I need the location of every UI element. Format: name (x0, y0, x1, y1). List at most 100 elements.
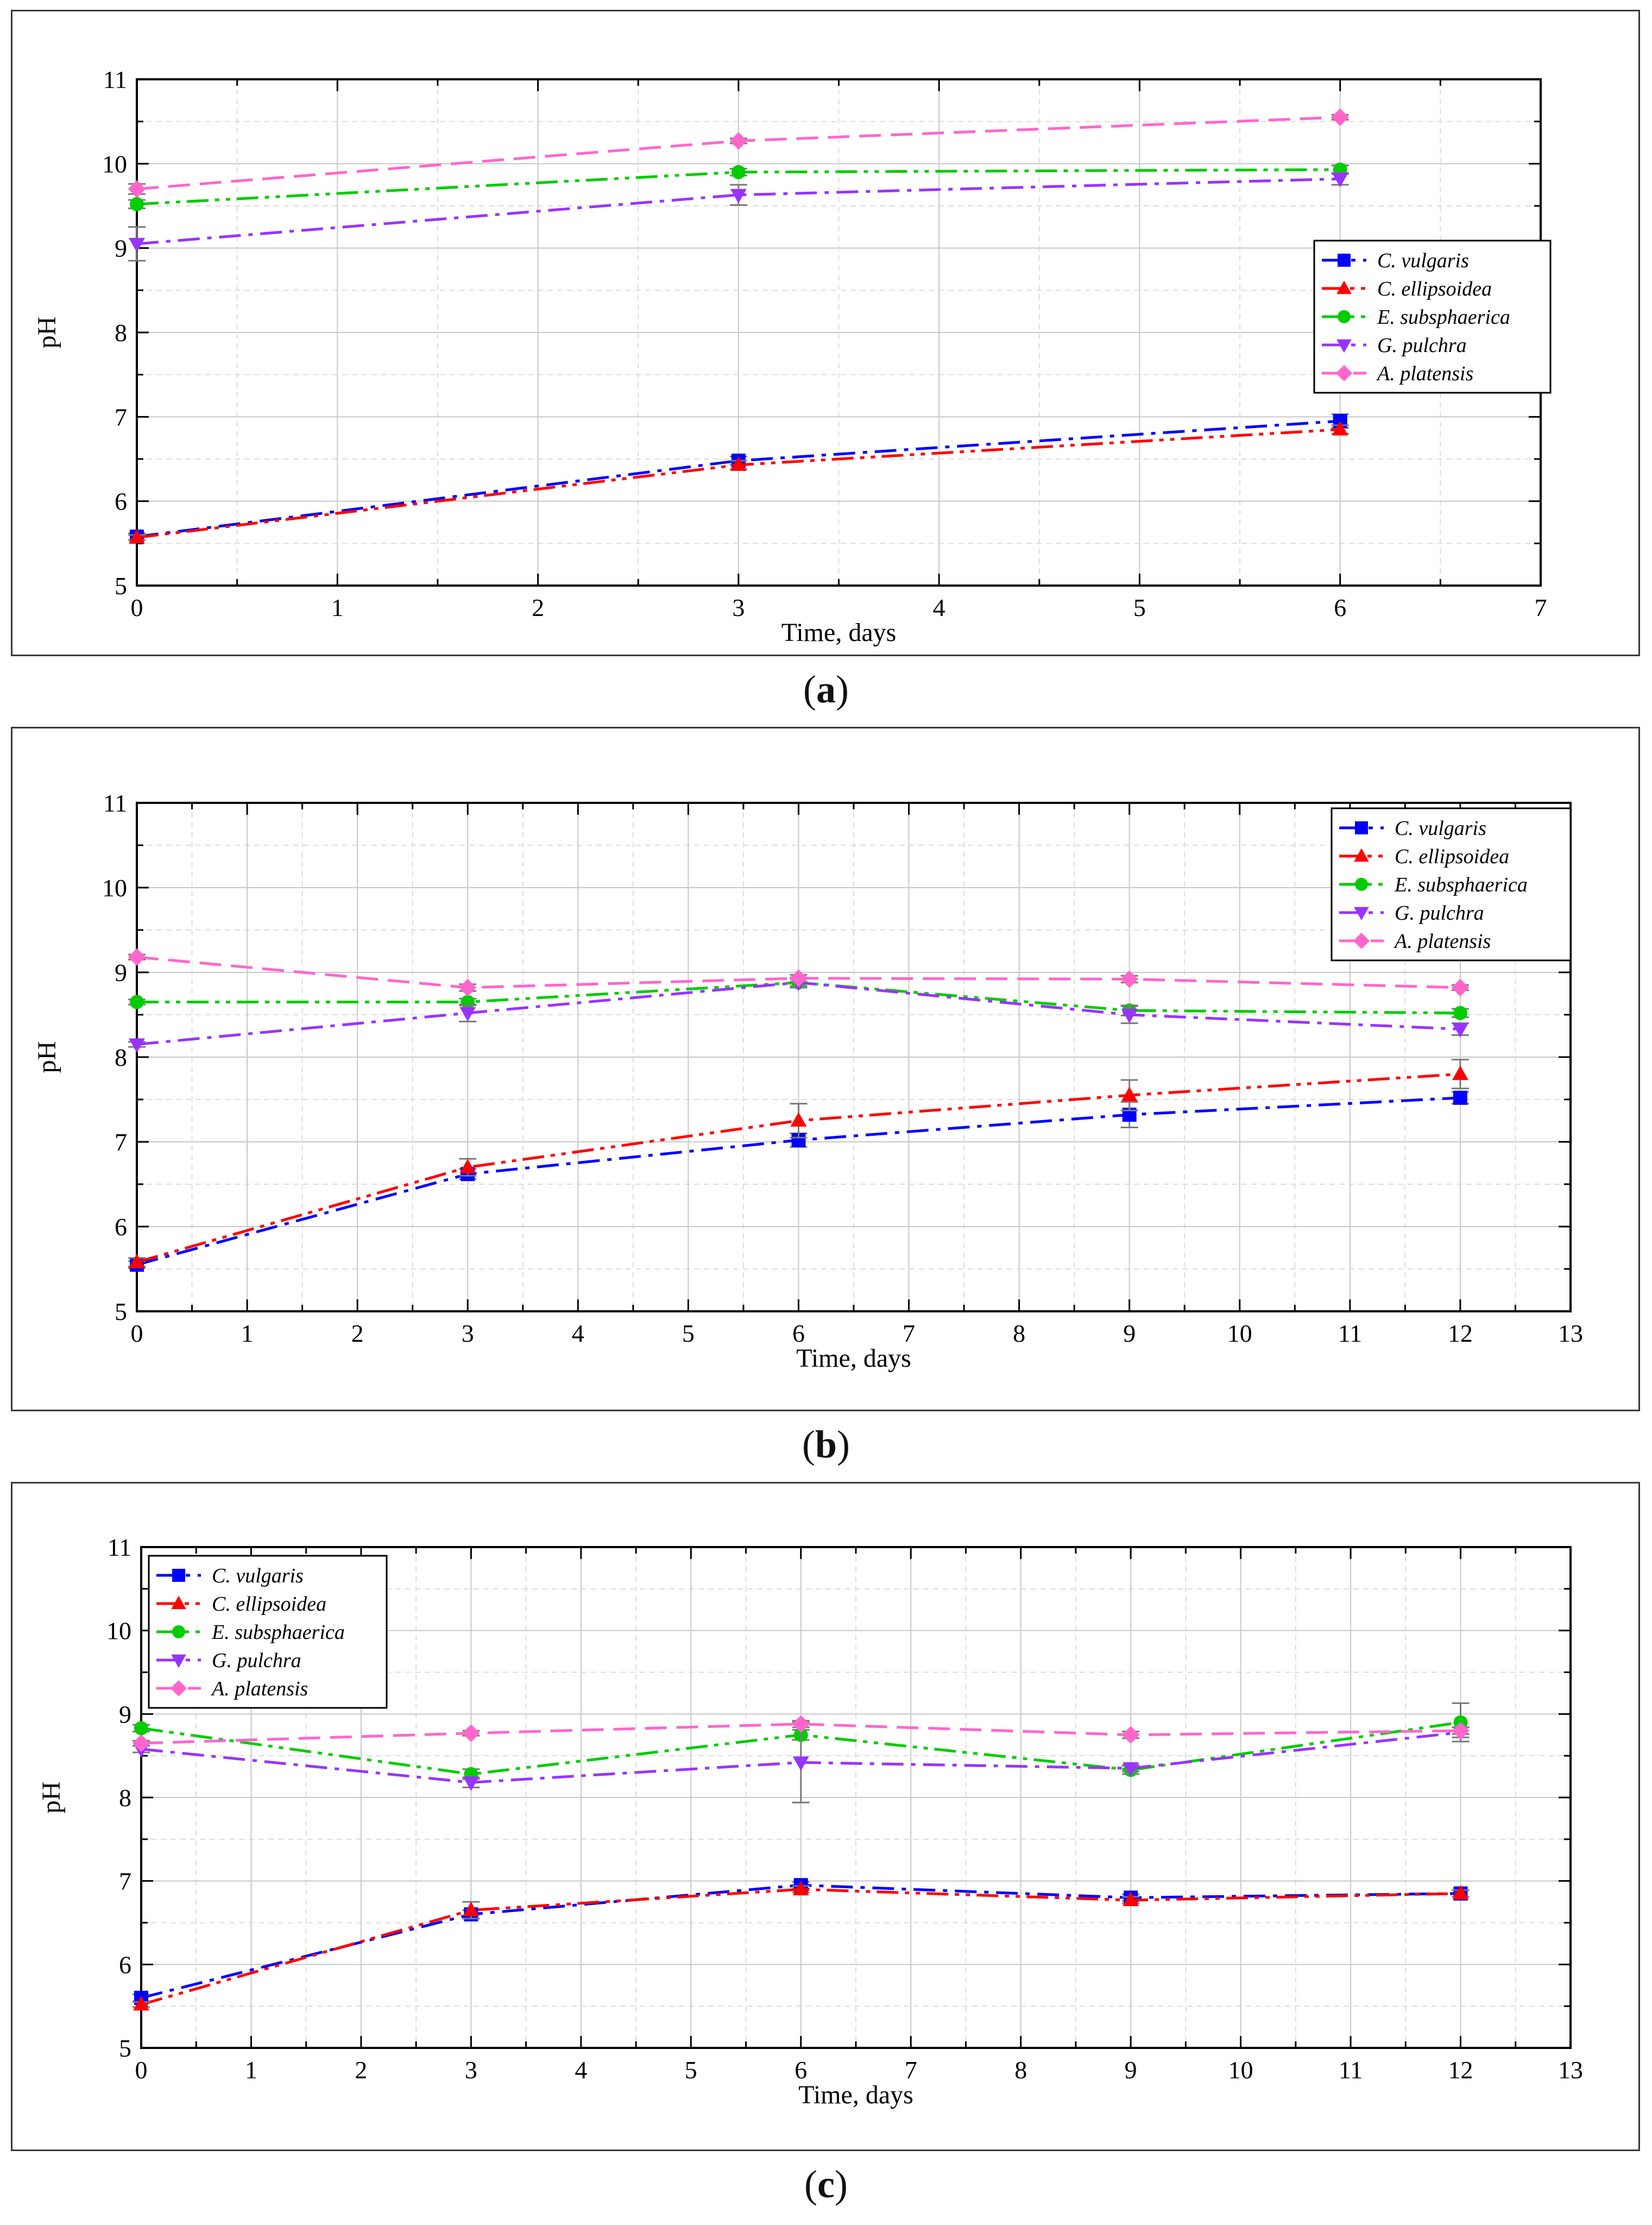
panel-b-legend-label: G. pulchra (1395, 902, 1484, 925)
panel-b-x-tick-label: 13 (1558, 1319, 1583, 1347)
panel-a-x-axis-label: Time, days (781, 618, 897, 647)
panel-b-y-tick-label: 5 (115, 1298, 127, 1325)
panel-b-data-point (1451, 978, 1470, 997)
panel-b-y-tick-label: 9 (115, 959, 127, 986)
panel-c-data-point (792, 1756, 809, 1771)
panel-c-data-point (1121, 1726, 1140, 1744)
panel-c-y-axis-label: pH (37, 1782, 66, 1814)
panel-a-series-3 (128, 172, 1349, 262)
panel-b-data-point (1452, 1065, 1468, 1080)
panel-c-legend-label: G. pulchra (212, 1649, 301, 1672)
panel-a-legend-label: C. vulgaris (1377, 249, 1469, 272)
panel-c-legend-marker (172, 1625, 185, 1638)
panel-b-data-point (1121, 1008, 1138, 1023)
panel-b-legend-marker (1354, 907, 1369, 921)
panel-a-data-point (129, 529, 145, 544)
panel-b-x-tick-label: 3 (462, 1319, 474, 1347)
panel-b-data-point (461, 995, 475, 1009)
panel-a-y-tick-label: 5 (115, 572, 127, 600)
panel-c-x-tick-label: 0 (135, 2056, 148, 2084)
panel-c-data-point (1452, 1721, 1470, 1740)
panel-b-data-point (1453, 1005, 1467, 1020)
panel-a-chart: 0 1 2 3 4 5 6 7 5 6 7 8 9 10 11 Time, days pH C. vulgaris… (33, 66, 1552, 647)
panel-c-x-tick-label: 5 (685, 2056, 697, 2084)
panel-b-x-tick-label: 7 (903, 1319, 915, 1347)
panel-c-x-tick-label: 10 (1228, 2056, 1253, 2084)
panel-b-x-tick-label: 5 (682, 1319, 695, 1347)
panel-b-caption: (b) (802, 1423, 850, 1466)
panel-a-y-tick-label: 8 (115, 319, 127, 347)
panel-b-data-point (129, 1253, 145, 1268)
panel-c-data-point (462, 1724, 480, 1742)
panel-b-x-tick-label: 9 (1123, 1319, 1136, 1347)
panel-a-y-tick-label: 6 (115, 488, 127, 516)
panel-a-legend-label: G. pulchra (1377, 334, 1467, 357)
panel-a-data-point (730, 188, 747, 204)
panel-c-legend-marker (171, 1654, 186, 1668)
panel-a-x-tick-label: 1 (331, 594, 344, 621)
panel-a-ticks: 0 1 2 3 4 5 6 7 5 6 7 8 9 10 11 (102, 66, 1547, 621)
panel-a-x-tick-label: 6 (1334, 594, 1346, 621)
panel-b-y-tick-label: 10 (102, 874, 127, 902)
panel-b-x-tick-label: 10 (1227, 1319, 1252, 1347)
panel-a-x-tick-label: 5 (1133, 594, 1146, 621)
panel-c-legend-label: E. subsphaerica (211, 1621, 345, 1644)
panel-a-x-tick-label: 0 (131, 594, 143, 621)
panel-c-x-tick-label: 1 (245, 2056, 257, 2084)
panel-c-legend-marker (171, 1595, 186, 1610)
panel-b-data-point (1121, 1086, 1138, 1102)
panel-b-x-tick-label: 4 (572, 1319, 584, 1347)
panel-c-x-axis-label: Time, days (798, 2081, 913, 2109)
panel-b-x-tick-label: 2 (351, 1319, 364, 1347)
panel-b-y-tick-label: 11 (103, 789, 127, 817)
panel-b-x-axis-label: Time, days (796, 1344, 911, 1373)
panel-a-x-tick-label: 3 (732, 594, 745, 621)
panel-b-x-tick-label: 6 (792, 1319, 805, 1347)
panel-b-data-point (1120, 970, 1138, 988)
panel-a-data-point (730, 456, 747, 471)
panel-a-series-line (136, 419, 1340, 538)
panel-a-y-tick-label: 9 (115, 235, 127, 262)
panel-b-legend-marker (1355, 821, 1368, 834)
panel-a-x-tick-label: 2 (532, 594, 544, 621)
panel-b-x-tick-label: 8 (1013, 1319, 1025, 1347)
panel-b-y-tick-label: 6 (115, 1213, 127, 1241)
panel-c-data-point (1123, 1891, 1139, 1907)
panel-a-legend-marker (1338, 310, 1351, 323)
panel-c-x-tick-label: 13 (1558, 2056, 1583, 2084)
panel-a-legend-marker (1336, 365, 1352, 381)
panel-b-legend-label: C. vulgaris (1395, 817, 1486, 840)
panel-a-legend-marker (1338, 254, 1351, 267)
panel-a-caption: (a) (803, 668, 849, 711)
panel-b-data-point (459, 1159, 476, 1173)
panel-c-series-4 (132, 1715, 1470, 1752)
panel-b-y-axis-label: pH (33, 1041, 61, 1073)
panel-c-y-tick-label: 9 (119, 1700, 131, 1728)
panel-b-data-point (1453, 1090, 1467, 1105)
panel-c-data-point (792, 1881, 809, 1896)
panel-c-y-tick-label: 5 (119, 2034, 131, 2062)
panel-c-data-point (1123, 1762, 1139, 1777)
panel-c-data-point (463, 1776, 480, 1791)
panel-b-series-4 (128, 948, 1470, 997)
panel-b-data-point (130, 995, 144, 1009)
panel-b-x-tick-label: 0 (131, 1319, 143, 1347)
panel-b-legend-label: A. platensis (1393, 930, 1491, 953)
panel-b-legend-label: C. ellipsoidea (1395, 845, 1509, 868)
panel-a-x-tick-label: 4 (933, 594, 945, 621)
panel-b-x-tick-label: 11 (1338, 1319, 1362, 1347)
panel-b-data-point (129, 1038, 145, 1053)
panel-b-data-point (1452, 1023, 1468, 1038)
panel-c-data-point (1452, 1885, 1469, 1900)
panel-c-x-tick-label: 2 (355, 2056, 367, 2084)
panel-c-y-tick-label: 10 (106, 1617, 131, 1645)
panel-c-x-tick-label: 8 (1014, 2056, 1027, 2084)
panel-b-data-point (459, 1007, 476, 1022)
panel-a-legend-marker (1336, 280, 1352, 294)
panel-c-y-tick-label: 6 (119, 1951, 131, 1978)
panel-a-legend-label: A. platensis (1376, 362, 1473, 385)
panel-b-data-point (458, 978, 477, 997)
